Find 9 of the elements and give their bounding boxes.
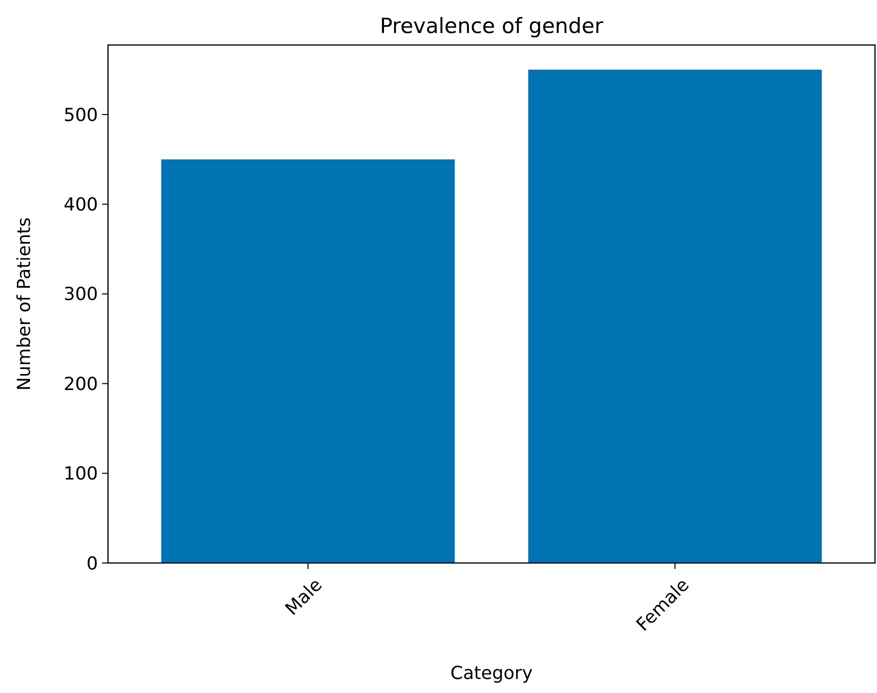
- y-tick-label: 400: [64, 194, 98, 216]
- y-tick-label: 200: [64, 374, 98, 395]
- y-axis-title: Number of Patients: [14, 217, 35, 391]
- y-tick-label: 300: [64, 284, 98, 306]
- x-axis-title: Category: [450, 663, 533, 684]
- chart-title: Prevalence of gender: [380, 14, 604, 38]
- y-tick-label: 0: [86, 553, 98, 574]
- y-tick-label: 100: [64, 464, 98, 485]
- y-tick-label: 500: [64, 104, 98, 126]
